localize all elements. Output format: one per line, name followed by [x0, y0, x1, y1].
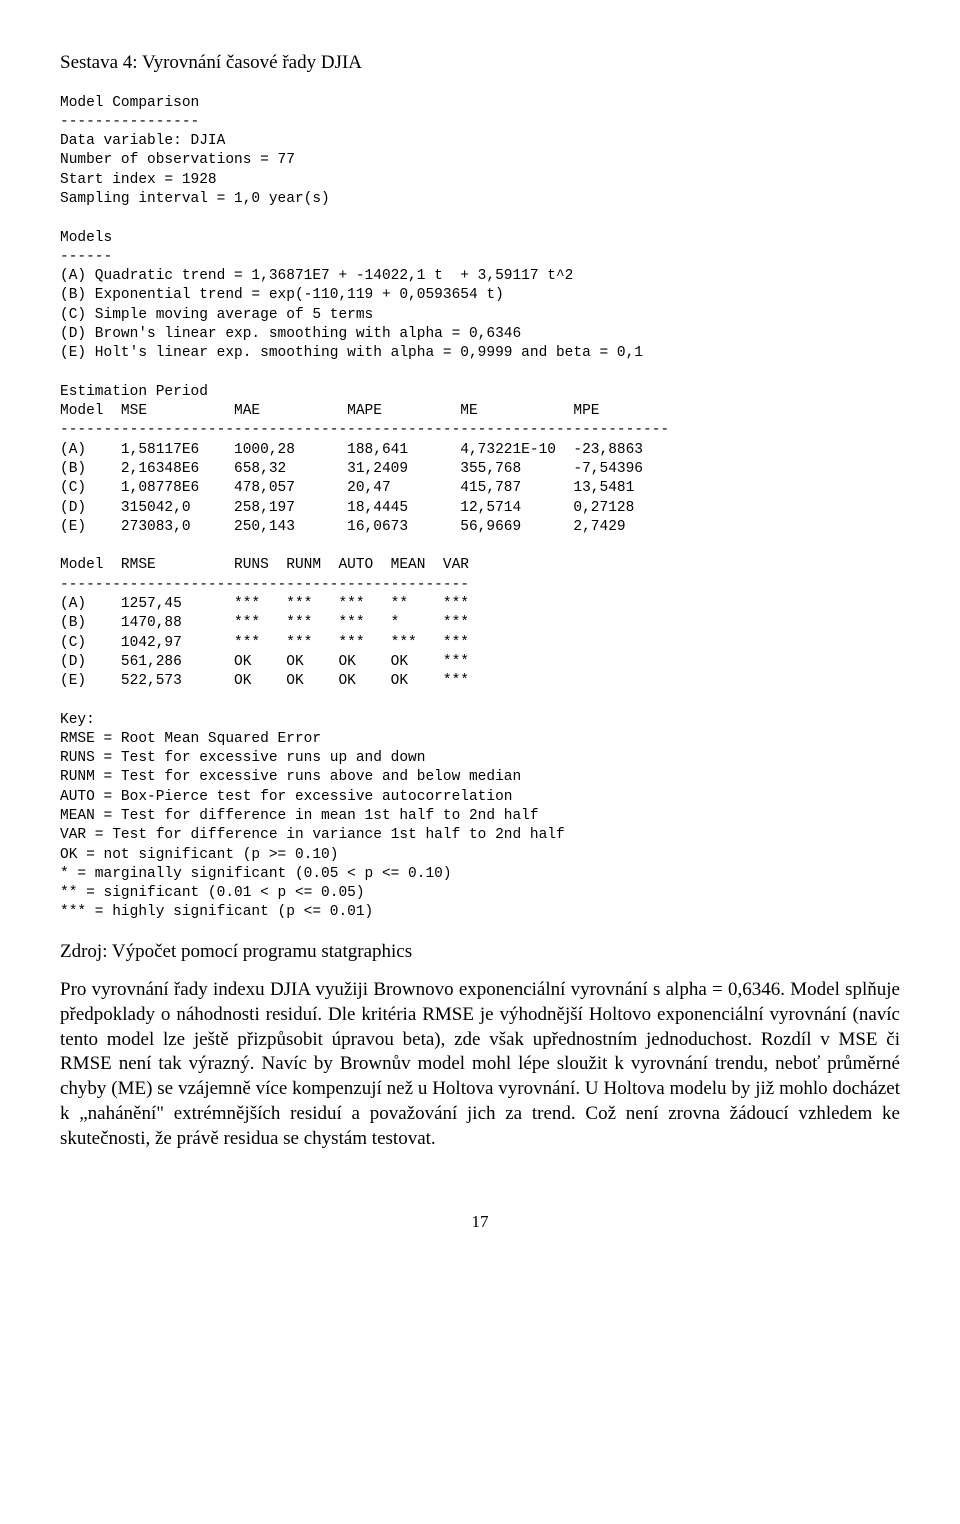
model-comparison-output: Model Comparison ---------------- Data v…: [60, 94, 900, 923]
section-heading: Sestava 4: Vyrovnání časové řady DJIA: [60, 50, 900, 76]
body-paragraph: Pro vyrovnání řady indexu DJIA využiji B…: [60, 978, 900, 1151]
page-number: 17: [60, 1211, 900, 1234]
source-line: Zdroj: Výpočet pomocí programu statgraph…: [60, 939, 900, 965]
